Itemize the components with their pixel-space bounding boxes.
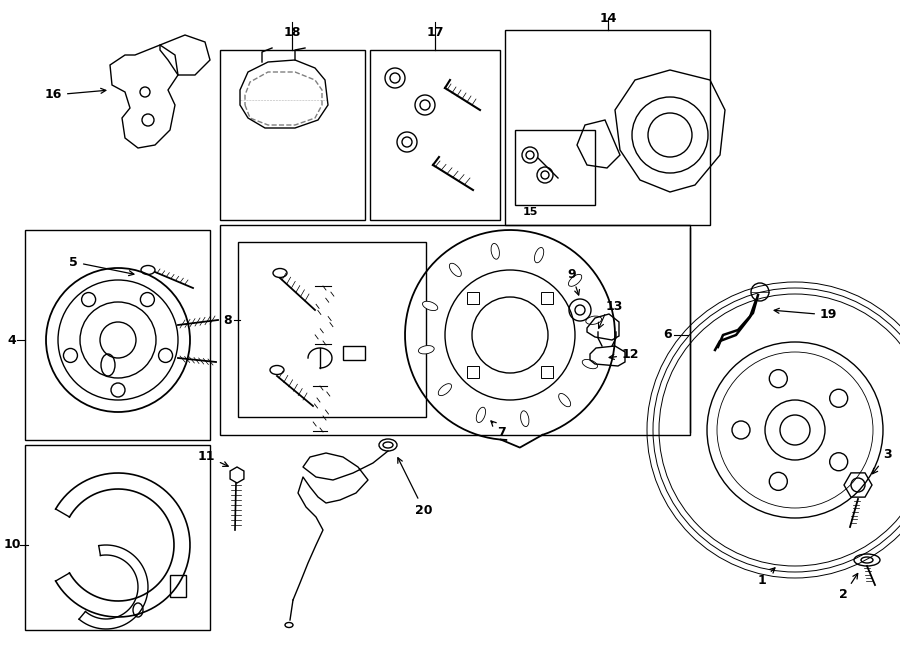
Bar <box>238 242 426 417</box>
Bar <box>343 346 365 360</box>
Bar <box>370 50 500 220</box>
Text: 1: 1 <box>758 568 775 586</box>
Ellipse shape <box>559 393 571 407</box>
Ellipse shape <box>476 407 486 422</box>
Ellipse shape <box>438 383 452 396</box>
Bar <box>515 130 595 205</box>
Ellipse shape <box>418 346 434 354</box>
Bar <box>467 292 479 304</box>
Text: 10: 10 <box>4 539 21 551</box>
Ellipse shape <box>582 360 598 369</box>
Bar <box>541 292 553 304</box>
Text: 6: 6 <box>663 329 672 342</box>
Ellipse shape <box>449 263 462 276</box>
Text: 11: 11 <box>197 449 229 467</box>
Text: 3: 3 <box>873 449 892 474</box>
Text: 5: 5 <box>69 256 134 276</box>
Text: 7: 7 <box>491 421 507 438</box>
Text: 17: 17 <box>427 26 444 38</box>
Bar <box>25 230 210 440</box>
Bar <box>505 30 710 225</box>
Bar <box>220 225 690 435</box>
Text: 13: 13 <box>606 301 624 313</box>
Text: 8: 8 <box>223 313 232 327</box>
Text: 19: 19 <box>774 308 837 321</box>
Ellipse shape <box>491 243 500 259</box>
Ellipse shape <box>520 410 529 426</box>
Bar <box>170 575 186 597</box>
Text: 4: 4 <box>7 334 16 346</box>
Bar <box>25 445 210 630</box>
Bar <box>541 366 553 378</box>
Text: 14: 14 <box>599 11 616 24</box>
Text: 12: 12 <box>609 348 640 362</box>
Bar <box>467 366 479 378</box>
Bar <box>220 50 365 220</box>
Text: 9: 9 <box>568 268 580 295</box>
Text: 16: 16 <box>45 89 106 102</box>
Ellipse shape <box>586 316 601 325</box>
Text: 2: 2 <box>839 574 858 602</box>
Text: 20: 20 <box>398 457 433 516</box>
Ellipse shape <box>535 247 544 263</box>
Text: 15: 15 <box>522 207 537 217</box>
Ellipse shape <box>422 301 437 311</box>
Text: 18: 18 <box>284 26 301 38</box>
Ellipse shape <box>569 274 581 286</box>
